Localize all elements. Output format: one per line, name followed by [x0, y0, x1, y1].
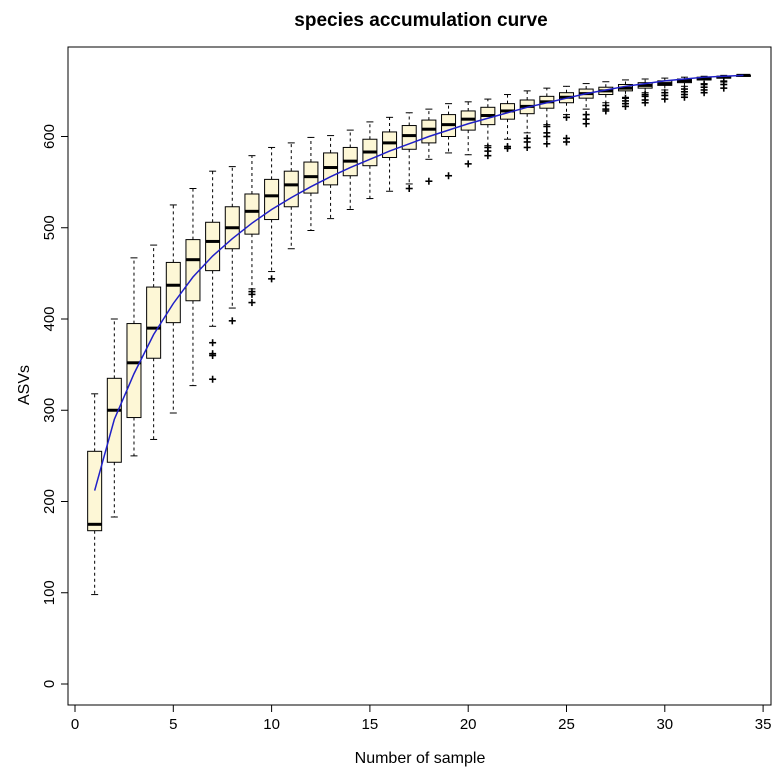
outlier-point	[464, 160, 472, 168]
y-axis-label: ASVs	[16, 365, 33, 405]
plot-frame	[67, 46, 772, 706]
x-tick-label: 0	[71, 716, 79, 733]
iqr-box	[165, 261, 181, 324]
outlier-point	[661, 95, 669, 103]
box-sample-31	[676, 76, 692, 101]
x-tick-label: 5	[169, 716, 177, 733]
outlier-point	[209, 375, 217, 383]
x-axis-label: Number of sample	[355, 750, 486, 767]
outlier-point	[621, 102, 629, 110]
plot-area	[87, 73, 751, 596]
iqr-box	[244, 193, 260, 235]
box-sample-3	[126, 257, 142, 457]
box-sample-10	[264, 146, 280, 283]
x-tick-label: 10	[263, 716, 280, 733]
box-sample-6	[185, 188, 201, 387]
outlier-point	[700, 89, 708, 97]
x-tick-label: 25	[558, 716, 575, 733]
outlier-point	[268, 275, 276, 283]
box-sample-30	[657, 77, 673, 103]
box-sample-32	[696, 75, 712, 97]
box-sample-25	[559, 85, 574, 146]
box-sample-8	[224, 166, 240, 325]
y-tick-label: 300	[41, 398, 58, 423]
iqr-box	[264, 178, 280, 221]
box-sample-24	[539, 87, 555, 148]
x-tick-label: 20	[460, 716, 477, 733]
y-tick-label: 500	[41, 215, 58, 240]
outlier-point	[563, 113, 570, 121]
box-sample-29	[637, 78, 653, 107]
box-sample-4	[146, 244, 162, 440]
outlier-point	[641, 99, 649, 107]
outlier-point	[543, 133, 551, 140]
outlier-point	[543, 122, 551, 130]
outlier-point	[523, 143, 531, 151]
box-sample-15	[362, 121, 378, 200]
outlier-point	[209, 339, 217, 347]
iqr-box	[421, 119, 437, 144]
iqr-box	[382, 131, 398, 158]
outlier-point	[582, 120, 590, 128]
outlier-point	[248, 290, 256, 298]
outlier-point	[543, 140, 551, 148]
mean-accumulation-line	[93, 74, 744, 491]
iqr-box	[205, 221, 221, 272]
box-sample-18	[421, 108, 437, 185]
outlier-point	[425, 177, 433, 185]
iqr-box	[87, 450, 103, 532]
box-sample-26	[578, 83, 594, 128]
iqr-box	[185, 239, 201, 302]
box-sample-1	[87, 393, 103, 596]
box-sample-11	[283, 142, 299, 250]
box-sample-33	[716, 74, 732, 92]
box-sample-9	[244, 155, 260, 307]
y-tick-label: 200	[41, 489, 58, 514]
y-tick-label: 100	[41, 580, 58, 605]
outlier-point	[445, 172, 453, 180]
box-sample-13	[323, 135, 339, 220]
outlier-point	[720, 84, 728, 92]
x-tick-label: 35	[755, 716, 772, 733]
outlier-point	[602, 107, 610, 115]
outlier-point	[405, 185, 413, 193]
iqr-box	[283, 170, 299, 208]
outlier-point	[484, 152, 492, 160]
x-axis: 0 5 10 15 20 25 30 35	[71, 705, 772, 733]
box-sample-22	[500, 94, 516, 152]
box-sample-27	[598, 81, 614, 115]
y-axis: 0 100 200 300 400 500 600	[41, 124, 68, 688]
box-sample-17	[401, 112, 417, 193]
outlier-point	[209, 352, 217, 359]
y-tick-label: 600	[41, 124, 58, 149]
outlier-point	[563, 138, 570, 146]
outlier-point	[248, 299, 256, 307]
outlier-point	[504, 144, 512, 152]
iqr-box	[146, 286, 162, 359]
y-tick-label: 400	[41, 306, 58, 331]
outlier-point	[680, 93, 688, 101]
x-tick-label: 15	[362, 716, 379, 733]
outlier-point	[228, 317, 236, 325]
box-sample-28	[617, 79, 633, 110]
box-sample-21	[480, 98, 496, 160]
chart-title: species accumulation curve	[294, 10, 547, 31]
box-sample-19	[441, 103, 457, 180]
box-sample-20	[460, 101, 476, 168]
box-sample-5	[165, 204, 181, 414]
box-sample-7	[205, 170, 221, 383]
y-tick-label: 0	[41, 680, 58, 688]
box-sample-23	[519, 90, 535, 151]
iqr-box	[126, 323, 142, 419]
iqr-box	[401, 125, 417, 150]
x-tick-label: 30	[656, 716, 673, 733]
box-sample-16	[382, 116, 398, 192]
